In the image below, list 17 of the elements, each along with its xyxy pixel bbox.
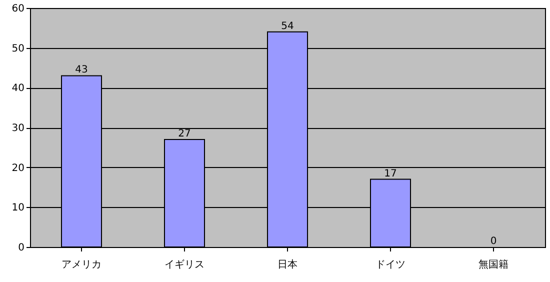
y-tick-label: 10 xyxy=(12,202,24,214)
y-tick-label: 50 xyxy=(12,43,24,54)
x-tick-label: アメリカ xyxy=(62,260,102,270)
y-tick-label: 60 xyxy=(12,4,24,14)
x-tick-label: 日本 xyxy=(278,258,298,270)
y-tick-label: 20 xyxy=(12,162,24,174)
x-tick-label: 無国籍 xyxy=(478,258,508,270)
y-tick-label: 0 xyxy=(18,242,24,254)
data-label: 43 xyxy=(75,64,88,76)
x-tick-label: ドイツ xyxy=(376,260,406,270)
y-tick-label: 40 xyxy=(12,83,24,94)
data-label: 54 xyxy=(281,20,294,32)
x-tick-label: イギリス xyxy=(164,258,204,270)
data-label: 27 xyxy=(178,128,191,140)
data-label: 17 xyxy=(384,168,397,180)
data-label: 0 xyxy=(490,236,497,247)
y-tick-label: 30 xyxy=(12,123,24,134)
